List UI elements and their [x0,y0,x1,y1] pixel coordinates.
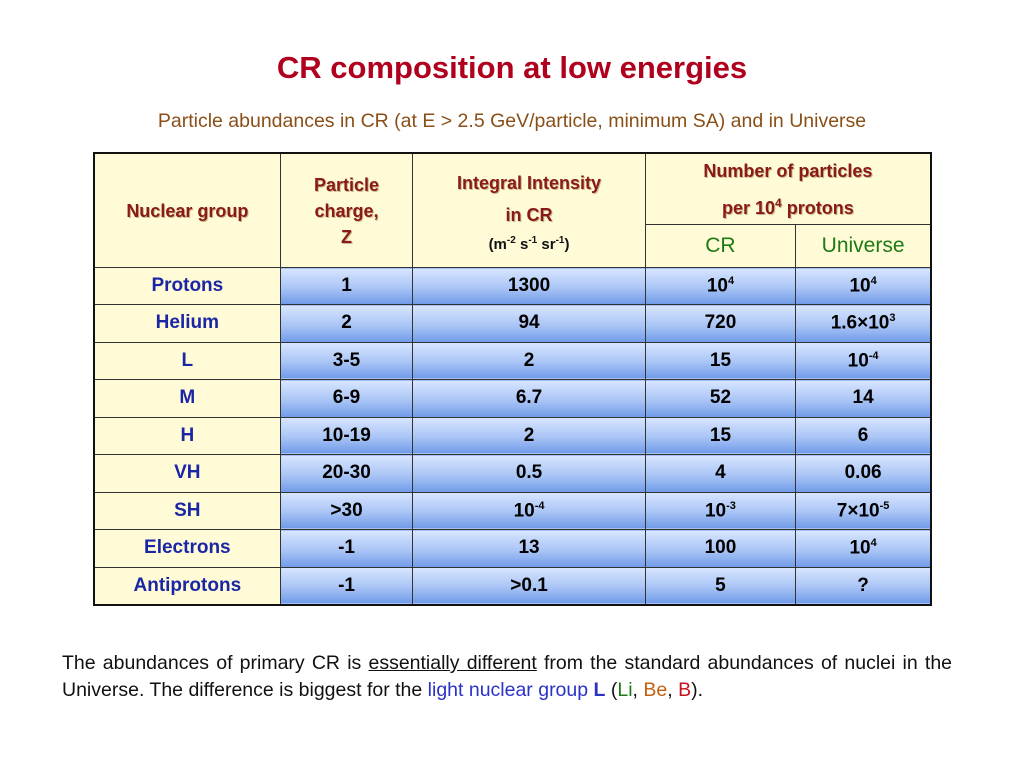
table-row: VH 20-30 0.5 4 0.06 [93,454,932,493]
header-charge-line1: Particle [314,174,380,195]
cell-universe-count: 104 [795,267,932,305]
table-body: Protons 1 1300 104 104 Helium 2 94 720 1.6×103 L 3-… [93,267,932,605]
cell-universe-count: 10-4 [795,341,932,380]
cell-charge: 10-19 [279,416,414,455]
cell-nuclear-group: VH [93,454,281,493]
header-nuclear-group: Nuclear group [93,152,281,268]
cell-intensity: >0.1 [412,566,646,605]
cell-nuclear-group: Protons [93,267,281,305]
cell-charge: -1 [279,529,414,568]
cell-charge: >30 [279,491,414,530]
header-intensity-line2: in CR [505,204,553,225]
table-row: H 10-19 2 15 6 [93,416,932,455]
cell-nuclear-group: Antiprotons [93,566,281,605]
cell-charge: 1 [279,267,414,305]
header-cr: CR [644,224,797,268]
cell-cr-count: 10-3 [644,491,797,530]
cell-nuclear-group: Electrons [93,529,281,568]
header-intensity-units: (m-2 s-1 sr-1) [488,234,570,253]
footer-part2: from the standard abundances of nuclei i… [62,652,953,701]
footer-close: ). [691,679,704,701]
footer-part1: The abundances of primary CR is [62,652,369,674]
cell-charge: -1 [279,566,414,605]
header-integral-intensity: Integral Intensity in CR (m-2 s-1 sr-1) [412,152,646,268]
cell-cr-count: 4 [644,454,797,493]
cell-nuclear-group: H [93,416,281,455]
cell-cr-count: 100 [644,529,797,568]
cell-cr-count: 52 [644,379,797,418]
cell-universe-count: 7×10-5 [795,491,932,530]
cell-nuclear-group: L [93,341,281,380]
table-row: M 6-9 6.7 52 14 [93,379,932,418]
cell-universe-count: 6 [795,416,932,455]
table-row: Antiprotons -1 >0.1 5? [93,566,932,605]
footer-L: L [593,679,606,701]
cell-intensity: 6.7 [412,379,646,418]
footer-light-group: light nuclear group [427,679,589,701]
cell-cr-count: 720 [644,304,797,343]
cell-charge: 20-30 [279,454,414,493]
cell-cr-count: 15 [644,416,797,455]
slide-subtitle: Particle abundances in CR (at E > 2.5 Ge… [157,110,867,132]
footer-open-paren: ( [605,679,618,701]
cell-intensity: 0.5 [412,454,646,493]
footer-Li: Li [617,679,633,701]
table-row: SH >30 10-4 10-3 7×10-5 [93,491,932,530]
cell-intensity: 1300 [412,267,646,305]
footer-text: The abundances of primary CR is essentia… [62,650,952,704]
cell-nuclear-group: Helium [93,304,281,343]
footer-B: B [678,679,692,701]
cell-universe-count: 1.6×103 [795,304,932,343]
footer-comma2: , [667,679,679,701]
cell-nuclear-group: M [93,379,281,418]
cell-cr-count: 104 [644,267,797,305]
table-row: L 3-5 2 15 10-4 [93,341,932,380]
footer-underlined: essentially different [368,652,537,674]
header-universe: Universe [795,224,932,268]
cell-intensity: 2 [412,416,646,455]
slide-title: CR composition at low energies [276,50,748,85]
cell-charge: 3-5 [279,341,414,380]
cell-universe-count: 104 [795,529,932,568]
cell-cr-count: 5 [644,566,797,605]
footer-comma1: , [632,679,644,701]
cell-cr-count: 15 [644,341,797,380]
table-row: Electrons -1 13 100 104 [93,529,932,568]
cell-nuclear-group: SH [93,491,281,530]
cell-charge: 2 [279,304,414,343]
cell-intensity: 94 [412,304,646,343]
abundance-table: Nuclear group Particle charge, Z Integra… [93,152,932,606]
cell-intensity: 13 [412,529,646,568]
cell-universe-count: 14 [795,379,932,418]
cell-universe-count: 0.06 [795,454,932,493]
header-number-line2: per 104 protons [721,195,854,218]
table-row: Protons 1 1300 104 104 [93,267,932,305]
header-number-of-particles: Number of particles per 104 protons [644,152,932,225]
header-charge-line3: Z [341,226,353,247]
table-row: Helium 2 94 720 1.6×103 [93,304,932,343]
cell-universe-count: ? [795,566,932,605]
header-particle-charge: Particle charge, Z [279,152,414,268]
header-intensity-line1: Integral Intensity [457,172,602,193]
header-charge-line2: charge, [314,200,379,221]
header-number-line1: Number of particles [703,160,873,181]
cell-intensity: 10-4 [412,491,646,530]
cell-intensity: 2 [412,341,646,380]
footer-Be: Be [643,679,668,701]
cell-charge: 6-9 [279,379,414,418]
